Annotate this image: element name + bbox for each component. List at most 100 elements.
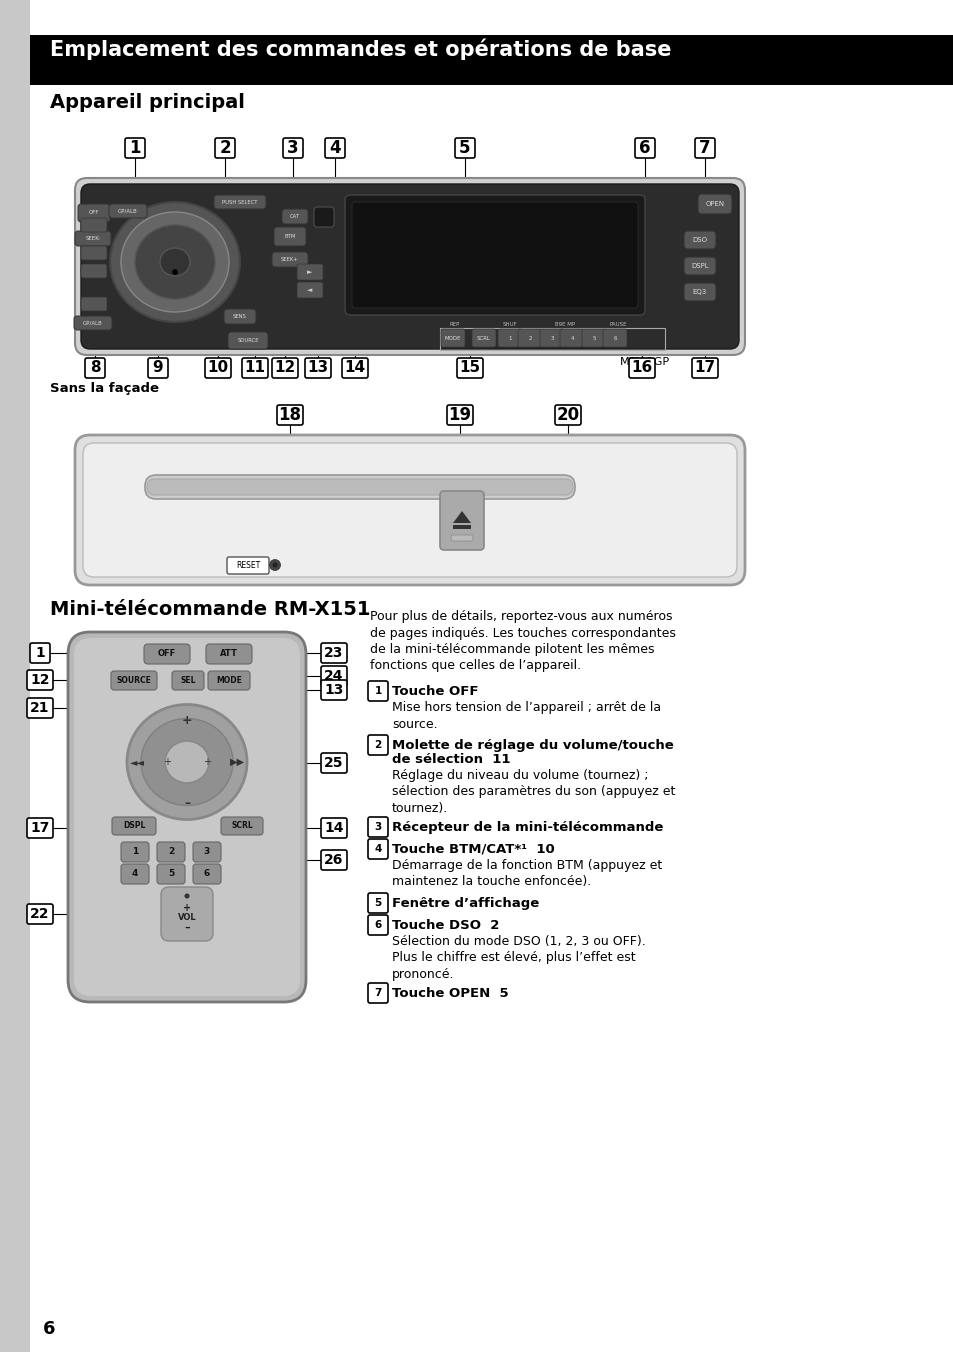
Text: 8: 8: [90, 361, 100, 376]
Bar: [0, 0, 30, 1352]
FancyBboxPatch shape: [282, 210, 308, 224]
Text: 26: 26: [324, 853, 343, 867]
FancyBboxPatch shape: [224, 310, 255, 324]
Text: DSO: DSO: [692, 237, 707, 243]
Text: 3: 3: [287, 139, 298, 157]
FancyBboxPatch shape: [83, 443, 737, 577]
Text: 3: 3: [374, 822, 381, 831]
Text: 7: 7: [699, 139, 710, 157]
FancyBboxPatch shape: [320, 818, 347, 838]
FancyBboxPatch shape: [320, 753, 347, 773]
FancyBboxPatch shape: [157, 842, 185, 863]
FancyBboxPatch shape: [683, 283, 716, 301]
Ellipse shape: [165, 741, 209, 783]
Ellipse shape: [184, 894, 190, 899]
Text: 16: 16: [631, 361, 652, 376]
Text: 5: 5: [458, 139, 470, 157]
FancyBboxPatch shape: [85, 358, 105, 379]
Text: 17: 17: [30, 821, 50, 836]
Text: Pour plus de détails, reportez-vous aux numéros
de pages indiqués. Les touches c: Pour plus de détails, reportez-vous aux …: [370, 610, 675, 672]
FancyBboxPatch shape: [193, 842, 221, 863]
FancyBboxPatch shape: [242, 358, 268, 379]
Text: 23: 23: [324, 646, 343, 660]
Text: 6: 6: [43, 1320, 55, 1338]
Text: PAUSE: PAUSE: [609, 323, 626, 327]
Text: ATT: ATT: [220, 649, 237, 658]
Text: SOURCE: SOURCE: [116, 676, 152, 685]
Text: Démarrage de la fonction BTM (appuyez et
maintenez la touche enfoncée).: Démarrage de la fonction BTM (appuyez et…: [392, 859, 661, 888]
FancyBboxPatch shape: [314, 207, 334, 227]
FancyBboxPatch shape: [296, 283, 323, 297]
Text: 21: 21: [30, 700, 50, 715]
FancyBboxPatch shape: [78, 204, 110, 222]
Text: Touche BTM/CAT*¹  10: Touche BTM/CAT*¹ 10: [392, 844, 554, 856]
FancyBboxPatch shape: [368, 983, 388, 1003]
Text: 1: 1: [374, 685, 381, 696]
Bar: [439, 329, 664, 350]
Text: ►: ►: [307, 269, 313, 274]
FancyBboxPatch shape: [602, 329, 626, 347]
Text: Réglage du niveau du volume (tournez) ;
sélection des paramètres du son (appuyez: Réglage du niveau du volume (tournez) ; …: [392, 769, 675, 815]
FancyBboxPatch shape: [320, 680, 347, 700]
Text: MODE: MODE: [444, 335, 460, 341]
FancyBboxPatch shape: [345, 195, 644, 315]
Text: DSPL: DSPL: [691, 264, 708, 269]
FancyBboxPatch shape: [111, 671, 157, 690]
FancyBboxPatch shape: [27, 904, 53, 923]
Text: 24: 24: [324, 669, 343, 683]
Text: 5: 5: [374, 898, 381, 909]
Text: SCRL: SCRL: [476, 335, 491, 341]
FancyBboxPatch shape: [368, 817, 388, 837]
FancyBboxPatch shape: [451, 535, 473, 541]
FancyBboxPatch shape: [75, 435, 744, 585]
FancyBboxPatch shape: [121, 864, 149, 884]
Text: Sélection du mode DSO (1, 2, 3 ou OFF).
Plus le chiffre est élevé, plus l’effet : Sélection du mode DSO (1, 2, 3 ou OFF). …: [392, 936, 645, 982]
Text: +: +: [183, 903, 191, 913]
FancyBboxPatch shape: [472, 329, 496, 347]
Text: SEEK-: SEEK-: [86, 237, 100, 241]
FancyBboxPatch shape: [148, 358, 168, 379]
FancyBboxPatch shape: [74, 316, 112, 330]
FancyBboxPatch shape: [683, 231, 716, 249]
Text: 1: 1: [508, 335, 511, 341]
Text: Touche OFF: Touche OFF: [392, 685, 478, 698]
Text: OFF: OFF: [89, 211, 99, 215]
FancyBboxPatch shape: [447, 406, 473, 425]
Text: Fenêtre d’affichage: Fenêtre d’affichage: [392, 896, 538, 910]
FancyBboxPatch shape: [276, 406, 303, 425]
Text: 14: 14: [344, 361, 365, 376]
FancyBboxPatch shape: [695, 138, 714, 158]
Text: MEX-1GP: MEX-1GP: [619, 357, 669, 366]
FancyBboxPatch shape: [30, 644, 50, 662]
FancyBboxPatch shape: [581, 329, 605, 347]
Ellipse shape: [135, 224, 214, 299]
FancyBboxPatch shape: [352, 201, 638, 308]
Text: 20: 20: [556, 406, 579, 425]
FancyBboxPatch shape: [214, 138, 234, 158]
Text: Touche DSO  2: Touche DSO 2: [392, 919, 498, 932]
Text: VOL: VOL: [177, 914, 196, 922]
FancyBboxPatch shape: [368, 681, 388, 700]
Text: 7: 7: [374, 988, 381, 998]
Text: DSPL: DSPL: [123, 822, 145, 830]
FancyBboxPatch shape: [206, 644, 252, 664]
Text: Mini-télécommande RM-X151: Mini-télécommande RM-X151: [50, 600, 370, 619]
Text: Mise hors tension de l’appareil ; arrêt de la
source.: Mise hors tension de l’appareil ; arrêt …: [392, 700, 660, 730]
FancyBboxPatch shape: [27, 698, 53, 718]
Text: 19: 19: [448, 406, 471, 425]
Text: SHUF: SHUF: [502, 323, 517, 327]
Text: –: –: [184, 798, 190, 810]
FancyBboxPatch shape: [539, 329, 563, 347]
Text: Emplacement des commandes et opérations de base: Emplacement des commandes et opérations …: [50, 39, 671, 61]
Text: RESET: RESET: [235, 561, 260, 571]
Text: SCRL: SCRL: [231, 822, 253, 830]
Text: REP: REP: [450, 323, 459, 327]
FancyBboxPatch shape: [325, 138, 345, 158]
Text: +: +: [163, 757, 171, 767]
Text: MODE: MODE: [215, 676, 242, 685]
Text: +: +: [203, 757, 211, 767]
FancyBboxPatch shape: [497, 329, 521, 347]
Text: 1: 1: [35, 646, 45, 660]
FancyBboxPatch shape: [698, 193, 731, 214]
FancyBboxPatch shape: [81, 246, 107, 260]
